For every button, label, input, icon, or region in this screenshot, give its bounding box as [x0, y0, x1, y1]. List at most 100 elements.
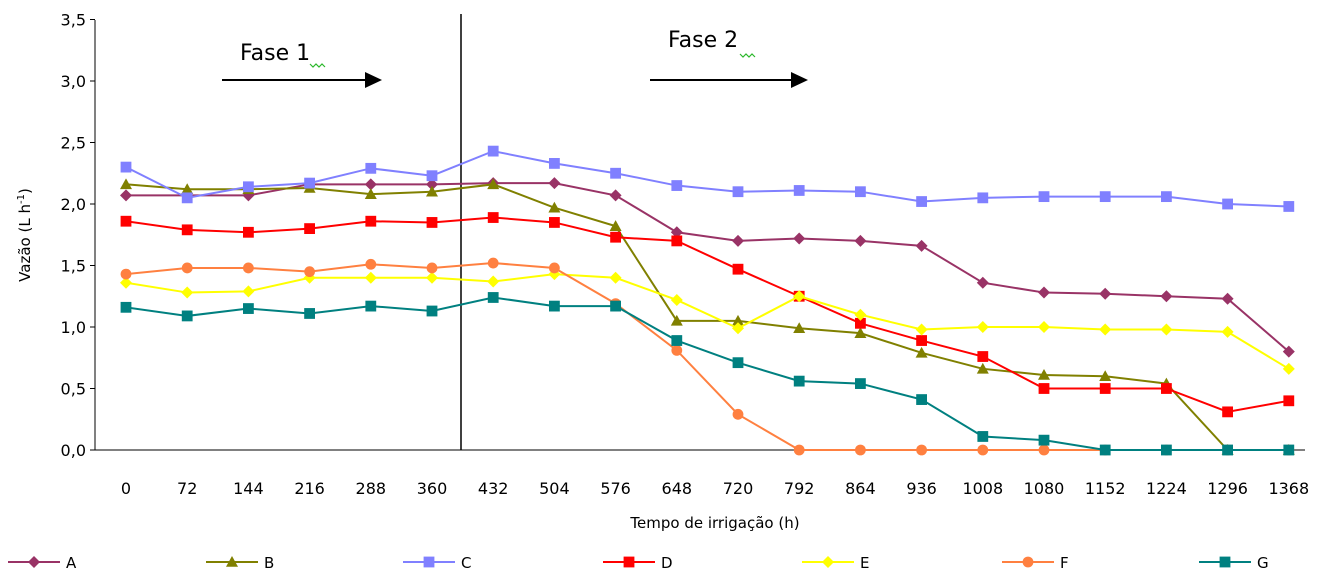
legend-label: E [860, 554, 869, 572]
data-point-G [487, 292, 499, 303]
series-B [120, 178, 1295, 455]
data-point-C [1099, 191, 1111, 203]
data-point-G [1283, 444, 1295, 456]
series-line-A [126, 182, 1290, 353]
data-point-C [1283, 201, 1295, 212]
data-point-C [1222, 198, 1233, 210]
data-point-E [915, 323, 928, 336]
series-layer [120, 145, 1295, 456]
series-line-C [125, 150, 1289, 208]
data-point-B [120, 178, 132, 190]
data-point-D [1038, 383, 1050, 394]
x-tick-label: 216 [294, 479, 325, 498]
data-point-F [120, 268, 132, 280]
data-point-D [487, 212, 499, 223]
y-axis-title-main: Vazão (L h [16, 204, 34, 282]
x-tick-label: 144 [233, 479, 264, 498]
data-point-D [1283, 395, 1295, 407]
data-point-B [426, 185, 438, 197]
legend-marker [1022, 556, 1034, 568]
x-axis-title: Tempo de irrigação (h) [629, 514, 799, 532]
data-point-G [916, 394, 927, 405]
data-point-C [487, 145, 499, 157]
legend-item-E: E [802, 554, 869, 572]
data-point-B [548, 201, 561, 213]
data-point-D [365, 215, 377, 227]
legend-label: B [264, 554, 274, 572]
legend-marker [623, 556, 635, 568]
data-point-B [487, 178, 500, 190]
phase-2-label: Fase 2 [668, 28, 738, 53]
data-point-D [977, 351, 989, 362]
data-point-F [732, 408, 744, 420]
data-point-C [549, 158, 560, 169]
data-point-F [671, 344, 683, 356]
data-point-D [120, 215, 132, 227]
data-point-C [181, 192, 193, 204]
data-point-E [364, 271, 377, 284]
y-tick-label: 1,5 [61, 257, 86, 276]
y-tick-label: 2,0 [61, 195, 86, 214]
data-point-D [610, 231, 621, 243]
series-line-E [125, 273, 1290, 370]
x-tick-label: 1296 [1207, 479, 1248, 498]
data-point-C [120, 161, 132, 173]
y-ticks: 0,0 0,5 1,0 1,5 2,0 2,5 3,0 3,5 [61, 11, 95, 460]
data-point-F [977, 444, 989, 456]
legend-item-F: F [1002, 554, 1069, 572]
legend-label: D [661, 554, 673, 572]
series-line-D [125, 216, 1289, 413]
data-point-A [732, 234, 744, 247]
data-point-E [1038, 321, 1050, 333]
data-point-F [487, 257, 499, 269]
y-axis-title-end: ) [16, 188, 34, 194]
data-point-D [732, 263, 744, 275]
data-point-B [793, 322, 806, 334]
y-tick-label: 1,0 [61, 318, 86, 337]
data-point-E [120, 276, 132, 289]
legend-item-B: B [206, 554, 274, 572]
x-tick-label: 720 [723, 479, 754, 498]
data-point-C [977, 192, 989, 204]
data-point-F [793, 444, 805, 456]
x-tick-label: 1080 [1024, 479, 1065, 498]
data-point-G [1222, 444, 1233, 456]
x-tick-label: 432 [478, 479, 509, 498]
x-ticks: 0 72 144 216 288 360 432 504 576 648 720 792 864 936 1… [121, 479, 1309, 498]
data-point-F [855, 444, 866, 456]
legend-marker [28, 556, 40, 568]
data-point-G [671, 335, 683, 346]
legend-label: C [461, 554, 471, 572]
data-point-D [549, 217, 560, 228]
data-point-B [854, 327, 867, 338]
x-tick-label: 360 [417, 479, 448, 498]
series-C [120, 145, 1295, 212]
data-point-A [1221, 292, 1234, 305]
data-point-G [243, 303, 254, 314]
data-point-G [549, 300, 560, 312]
data-point-C [793, 185, 805, 196]
data-point-E [976, 321, 989, 333]
data-point-A [1282, 345, 1295, 358]
y-tick-label: 2,5 [61, 134, 86, 153]
data-point-E [1221, 325, 1234, 338]
data-point-B [670, 314, 683, 326]
x-tick-label: 72 [177, 479, 197, 498]
y-tick-label: 0,5 [61, 380, 86, 399]
data-point-F [426, 262, 438, 274]
x-tick-label: 576 [600, 479, 631, 498]
data-point-D [916, 335, 927, 346]
data-point-B [181, 183, 194, 195]
data-point-E [426, 271, 438, 284]
data-point-G [120, 301, 132, 313]
legend-marker [1219, 556, 1231, 568]
data-point-C [365, 162, 377, 174]
data-point-A [854, 234, 867, 247]
data-point-G [1099, 444, 1111, 456]
data-point-G [610, 300, 621, 312]
data-point-F [181, 262, 193, 274]
data-point-C [243, 181, 254, 193]
x-tick-label: 288 [356, 479, 387, 498]
data-point-G [304, 308, 315, 319]
phase-1-label: Fase 1 [240, 41, 310, 66]
